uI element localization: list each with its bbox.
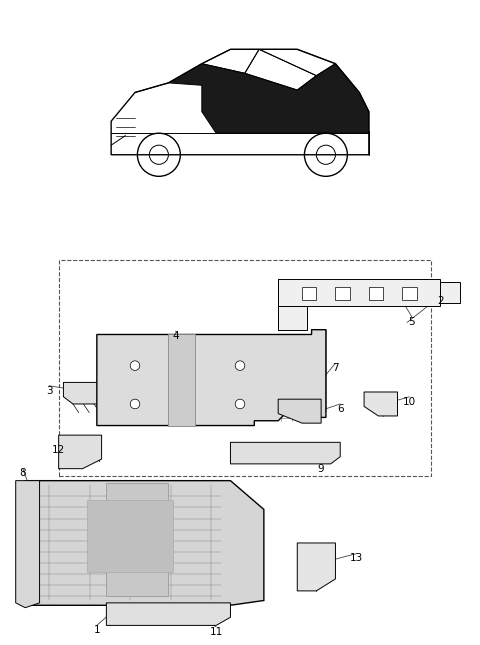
Bar	[107, 483, 168, 596]
Bar	[336, 286, 350, 300]
Polygon shape	[16, 481, 39, 608]
Text: 2: 2	[437, 296, 444, 306]
Circle shape	[130, 361, 140, 370]
Bar	[369, 286, 383, 300]
Text: 8: 8	[20, 468, 26, 479]
Polygon shape	[59, 435, 102, 469]
Text: 9: 9	[318, 464, 324, 473]
Polygon shape	[230, 442, 340, 464]
Polygon shape	[107, 603, 230, 626]
Text: 10: 10	[403, 397, 416, 406]
Polygon shape	[97, 330, 326, 426]
Text: 7: 7	[332, 363, 339, 373]
Polygon shape	[168, 64, 369, 133]
Bar	[278, 306, 307, 330]
Polygon shape	[278, 399, 321, 423]
Text: 6: 6	[337, 404, 344, 414]
Polygon shape	[183, 342, 211, 363]
Circle shape	[130, 399, 140, 409]
Bar	[87, 500, 173, 571]
Polygon shape	[25, 481, 264, 605]
Bar	[302, 286, 316, 300]
Bar	[278, 279, 441, 306]
Polygon shape	[63, 382, 154, 404]
Polygon shape	[297, 543, 336, 591]
Bar	[441, 282, 459, 303]
Circle shape	[235, 361, 245, 370]
Text: 3: 3	[46, 386, 52, 395]
Text: 12: 12	[52, 444, 65, 455]
Polygon shape	[312, 330, 326, 417]
Text: 4: 4	[172, 331, 179, 341]
Circle shape	[235, 399, 245, 409]
Bar	[168, 335, 195, 426]
Text: 13: 13	[350, 553, 363, 563]
Text: 5: 5	[408, 317, 415, 326]
Polygon shape	[364, 392, 397, 416]
Bar	[59, 260, 431, 476]
Bar	[402, 286, 417, 300]
Text: 1: 1	[94, 625, 100, 635]
Text: 11: 11	[209, 627, 223, 637]
